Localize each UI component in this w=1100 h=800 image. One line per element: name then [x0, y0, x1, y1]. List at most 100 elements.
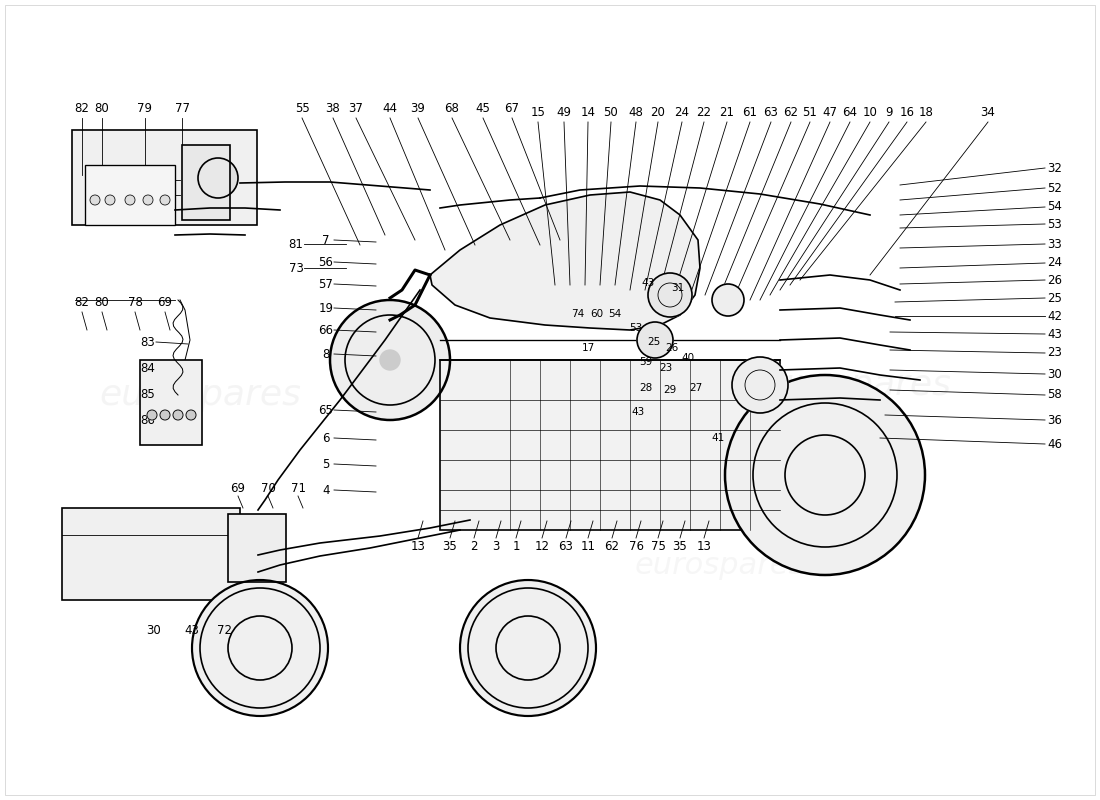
Text: 30: 30: [1047, 367, 1063, 381]
Text: 62: 62: [783, 106, 799, 118]
Circle shape: [468, 588, 588, 708]
Text: 44: 44: [383, 102, 397, 114]
Circle shape: [186, 410, 196, 420]
Text: 23: 23: [1047, 346, 1063, 359]
Text: spares: spares: [495, 368, 615, 402]
Text: 84: 84: [141, 362, 155, 374]
Bar: [440, 360, 780, 530]
Text: 2: 2: [471, 539, 477, 553]
Text: 34: 34: [980, 106, 996, 118]
Text: 24: 24: [674, 106, 690, 118]
Text: 63: 63: [559, 539, 573, 553]
Text: 85: 85: [141, 389, 155, 402]
Bar: [182, 145, 230, 220]
Text: 30: 30: [146, 623, 162, 637]
Circle shape: [192, 580, 328, 716]
Text: 58: 58: [1047, 389, 1063, 402]
Text: 51: 51: [803, 106, 817, 118]
Text: 8: 8: [322, 347, 330, 361]
Text: 81: 81: [288, 238, 304, 250]
Text: 47: 47: [823, 106, 837, 118]
Text: 20: 20: [650, 106, 666, 118]
Text: 71: 71: [290, 482, 306, 494]
Text: 39: 39: [410, 102, 426, 114]
Text: 69: 69: [157, 295, 173, 309]
Bar: [85, 165, 175, 225]
Text: 14: 14: [581, 106, 595, 118]
Text: 62: 62: [605, 539, 619, 553]
Text: 43: 43: [641, 278, 654, 288]
Bar: [62, 508, 240, 600]
Text: 29: 29: [663, 385, 676, 395]
Text: 42: 42: [1047, 310, 1063, 322]
Text: 86: 86: [141, 414, 155, 426]
Text: 5: 5: [322, 458, 330, 470]
Text: 25: 25: [648, 337, 661, 347]
Text: 66: 66: [319, 323, 333, 337]
Circle shape: [143, 195, 153, 205]
Text: 75: 75: [650, 539, 666, 553]
Text: 65: 65: [319, 403, 333, 417]
Text: 31: 31: [671, 283, 684, 293]
Text: 57: 57: [319, 278, 333, 290]
Text: 64: 64: [843, 106, 858, 118]
Text: 67: 67: [505, 102, 519, 114]
Text: 73: 73: [288, 262, 304, 274]
Circle shape: [732, 357, 788, 413]
Circle shape: [160, 410, 170, 420]
Polygon shape: [430, 192, 700, 330]
Text: 82: 82: [75, 102, 89, 114]
Circle shape: [198, 158, 238, 198]
Circle shape: [379, 350, 400, 370]
Circle shape: [160, 195, 170, 205]
Text: 26: 26: [1047, 274, 1063, 286]
Text: 13: 13: [410, 539, 426, 553]
Text: 43: 43: [185, 623, 199, 637]
Text: 59: 59: [639, 357, 652, 367]
Text: 12: 12: [535, 539, 550, 553]
Text: 46: 46: [1047, 438, 1063, 450]
Text: 74: 74: [571, 309, 584, 319]
Text: 68: 68: [444, 102, 460, 114]
Text: 24: 24: [1047, 257, 1063, 270]
Text: 78: 78: [128, 295, 142, 309]
Text: 38: 38: [326, 102, 340, 114]
Text: 18: 18: [918, 106, 934, 118]
Text: 19: 19: [319, 302, 333, 314]
Bar: [228, 514, 286, 582]
Bar: [72, 130, 257, 225]
Text: 25: 25: [1047, 291, 1063, 305]
Text: 35: 35: [672, 539, 688, 553]
Bar: [140, 360, 202, 445]
Text: 79: 79: [138, 102, 153, 114]
Circle shape: [173, 410, 183, 420]
Text: 3: 3: [493, 539, 499, 553]
Text: 36: 36: [1047, 414, 1063, 426]
Text: 28: 28: [639, 383, 652, 393]
Text: eurospares: eurospares: [104, 555, 275, 585]
Circle shape: [648, 273, 692, 317]
Text: 48: 48: [628, 106, 643, 118]
Text: 43: 43: [631, 407, 645, 417]
Text: 52: 52: [1047, 182, 1063, 194]
Text: 10: 10: [862, 106, 878, 118]
Text: eurospares: eurospares: [635, 550, 805, 579]
Text: 53: 53: [629, 323, 642, 333]
Text: 53: 53: [1047, 218, 1063, 230]
Circle shape: [90, 195, 100, 205]
Text: 77: 77: [175, 102, 189, 114]
Text: 50: 50: [604, 106, 618, 118]
Text: 61: 61: [742, 106, 758, 118]
Text: 37: 37: [349, 102, 363, 114]
Text: eurospares: eurospares: [749, 368, 952, 402]
Text: 15: 15: [530, 106, 546, 118]
Text: 17: 17: [582, 343, 595, 353]
Circle shape: [200, 588, 320, 708]
Circle shape: [125, 195, 135, 205]
Text: 70: 70: [261, 482, 275, 494]
Text: 32: 32: [1047, 162, 1063, 174]
Text: 41: 41: [712, 433, 725, 443]
Text: 23: 23: [659, 363, 672, 373]
Text: 26: 26: [666, 343, 679, 353]
Text: 49: 49: [557, 106, 572, 118]
